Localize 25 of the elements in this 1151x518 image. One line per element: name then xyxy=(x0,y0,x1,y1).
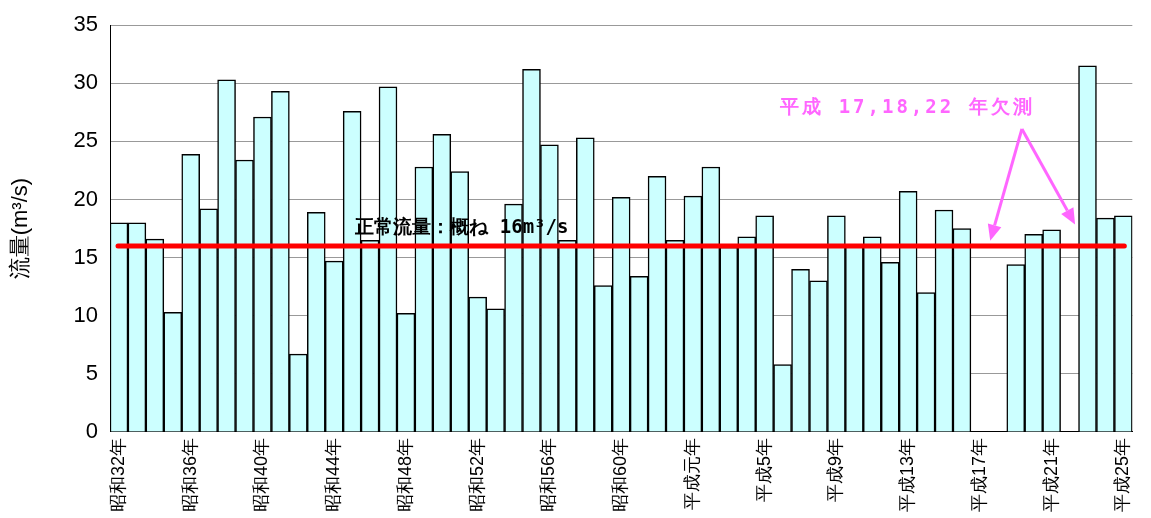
y-tick-label: 30 xyxy=(73,69,98,95)
x-tick-label: 昭和52年 xyxy=(466,437,487,513)
annotation: 平成 17,18,22 年欠測 xyxy=(780,94,1035,120)
x-tick-label: 昭和40年 xyxy=(251,437,272,513)
y-axis-title: 流量(m³/s) xyxy=(7,177,33,280)
y-tick-label: 10 xyxy=(73,301,98,327)
x-tick-label: 平成25年 xyxy=(1112,437,1133,513)
x-tick-label: 平成元年 xyxy=(681,437,702,510)
x-tick-label: 昭和48年 xyxy=(394,437,415,513)
y-tick-label: 0 xyxy=(85,418,98,444)
y-tick-label: 20 xyxy=(73,185,98,211)
y-tick-label: 35 xyxy=(73,11,98,37)
x-tick-label: 昭和56年 xyxy=(538,437,559,513)
x-tick-label: 平成13年 xyxy=(897,437,918,513)
x-tick-label: 昭和44年 xyxy=(323,437,344,513)
x-tick-label: 平成17年 xyxy=(968,437,989,513)
x-tick-label: 昭和36年 xyxy=(179,437,200,513)
x-tick-label: 平成9年 xyxy=(825,437,846,502)
y-tick-label: 5 xyxy=(85,359,98,385)
x-tick-label: 昭和32年 xyxy=(107,437,128,513)
x-tick-label: 平成21年 xyxy=(1040,437,1061,513)
y-tick-label: 25 xyxy=(73,127,98,153)
y-tick-label: 15 xyxy=(73,243,98,269)
x-tick-label: 平成5年 xyxy=(753,437,774,502)
x-tick-label: 昭和60年 xyxy=(610,437,631,513)
